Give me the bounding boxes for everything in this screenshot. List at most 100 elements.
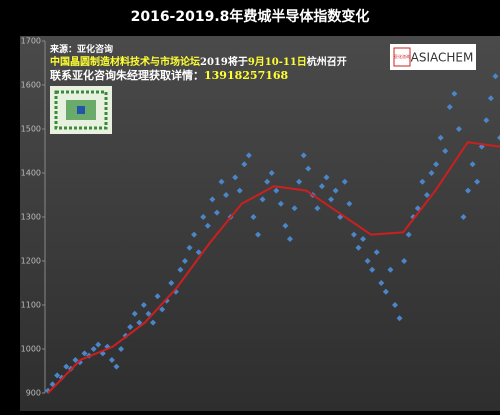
point (168, 280, 175, 286)
y-tick-label: 1400 (21, 169, 41, 178)
point (213, 209, 220, 216)
point (378, 280, 385, 286)
point (181, 258, 188, 264)
point (282, 222, 289, 229)
y-tick-label: 1000 (21, 345, 41, 354)
point (204, 222, 211, 229)
point (113, 363, 120, 370)
point (318, 183, 325, 190)
annotation: 来源：亚化咨询 (49, 43, 113, 55)
point (296, 178, 303, 185)
point (323, 174, 330, 181)
y-tick-label: 1200 (21, 257, 41, 266)
point (414, 205, 421, 212)
point (136, 319, 143, 326)
point (108, 357, 115, 363)
point (428, 170, 435, 176)
point (300, 152, 307, 159)
point (305, 165, 312, 172)
point (63, 363, 70, 370)
point (396, 315, 403, 322)
point (95, 341, 102, 348)
point (401, 258, 408, 264)
point (90, 346, 97, 352)
chart-title: 2016-2019.8年费城半导体指数变化 (131, 8, 370, 25)
annotation-part: 9月10-11日 (248, 56, 307, 68)
point (405, 231, 412, 238)
point (492, 73, 499, 80)
annotation-part: 来源：亚化咨询 (49, 43, 113, 55)
point (419, 178, 426, 185)
point (200, 214, 207, 220)
point (236, 187, 243, 194)
point (437, 134, 444, 141)
point (341, 178, 348, 185)
point (391, 302, 398, 308)
point (232, 174, 239, 181)
point (497, 134, 500, 141)
point (291, 205, 298, 212)
point (154, 293, 161, 300)
point (186, 244, 193, 251)
point (159, 306, 166, 313)
point (241, 161, 248, 168)
y-tick-label: 1700 (21, 37, 41, 46)
point (195, 249, 202, 256)
point (218, 178, 225, 185)
annotation-part: 中国晶圆制造材料技术与市场论坛 (50, 55, 200, 68)
point (350, 231, 357, 238)
point (382, 288, 389, 295)
point (373, 249, 380, 256)
annotation: 联系亚化咨询朱经理获取详情：13918257168 (50, 68, 289, 82)
point (355, 244, 362, 251)
y-tick-label: 1300 (21, 213, 41, 222)
qr-code (50, 86, 112, 134)
point (245, 152, 252, 159)
point (446, 104, 453, 110)
point (423, 192, 430, 198)
point (150, 319, 157, 326)
point (332, 187, 339, 194)
annotation-part: 杭州召开 (307, 55, 347, 68)
point (460, 214, 467, 220)
point (369, 266, 376, 273)
point (286, 236, 293, 242)
annotation-part: 2019将于 (200, 55, 248, 68)
logo: 亚化咨询 ASIACHEM (390, 44, 476, 70)
trend-line (47, 141, 500, 394)
point (346, 200, 353, 207)
y-tick-label: 900 (26, 389, 41, 398)
point (387, 266, 394, 273)
point (474, 178, 481, 185)
point (54, 372, 61, 379)
point (255, 231, 262, 238)
point (273, 187, 280, 194)
point (140, 302, 147, 308)
point (455, 126, 462, 132)
point (145, 310, 152, 317)
point (250, 214, 257, 220)
point (264, 178, 271, 185)
point (360, 236, 367, 242)
point (209, 196, 216, 203)
point (268, 170, 275, 176)
point (223, 192, 230, 198)
point (72, 357, 79, 363)
annotation: 中国晶圆制造材料技术与市场论坛2019将于9月10-11日杭州召开 (50, 55, 347, 68)
y-tick-label: 1100 (21, 301, 41, 310)
point (127, 324, 134, 330)
point (433, 161, 440, 168)
point (469, 161, 476, 168)
point (131, 310, 138, 317)
y-tick-label: 1500 (21, 125, 41, 134)
logo-small: 亚化咨询 (394, 53, 410, 59)
logo-text: ASIACHEM (411, 51, 474, 65)
point (81, 350, 88, 357)
point (465, 187, 472, 194)
point (191, 231, 198, 238)
point (177, 266, 184, 273)
point (442, 148, 449, 154)
point (487, 95, 494, 102)
